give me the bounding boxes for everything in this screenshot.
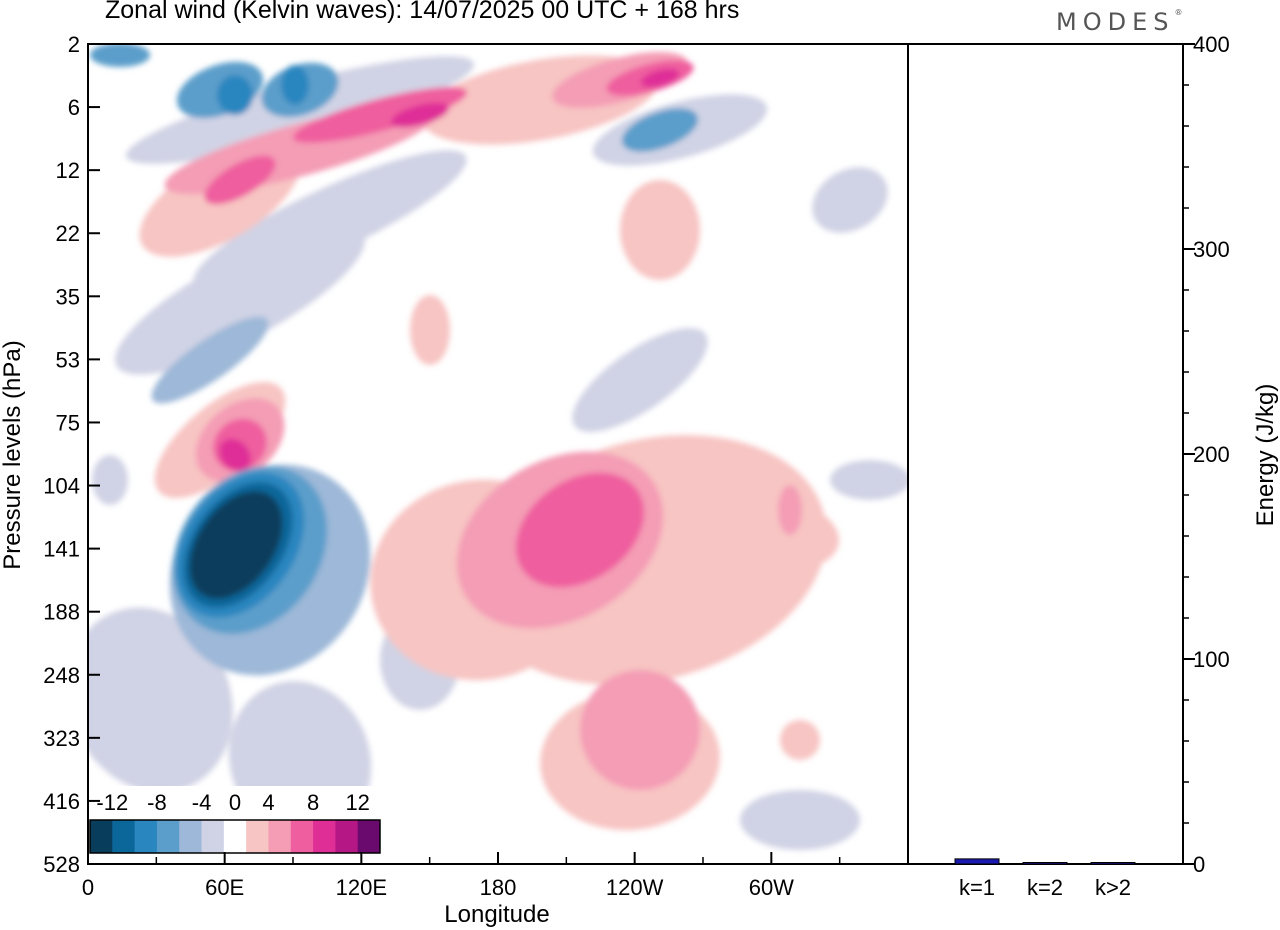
contour-region: [572, 327, 708, 433]
contour-region: [390, 102, 450, 128]
contour-region: [778, 485, 802, 535]
bar-plot-frame: [907, 43, 1184, 865]
colorbar-label: -8: [147, 790, 167, 815]
heatmap-plot: -12 -8 -4 0 4 8 12 0 60E 120E 180 120W 60W 26122235…: [0, 32, 909, 928]
contour-region: [189, 491, 283, 599]
contour-region: [193, 150, 467, 290]
contour-region: [640, 68, 680, 88]
colorbar-label: 4: [262, 790, 274, 815]
y-tick-label: 53: [56, 347, 80, 372]
y-tick-label: 2: [68, 32, 80, 57]
contour-region: [812, 167, 888, 233]
contour-region: [410, 295, 450, 365]
contour-region: [580, 670, 700, 790]
contour-region: [621, 108, 699, 152]
bar-y-axis: 0 100 200 300 400: [1183, 32, 1230, 877]
colorbar-swatch: [90, 820, 113, 853]
y-axis-label: Pressure levels (hPa): [0, 340, 26, 569]
colorbar-label: -4: [192, 790, 212, 815]
contour-region: [292, 87, 468, 143]
colorbar-swatch: [134, 820, 158, 853]
energy-category-label: k=1: [959, 875, 995, 900]
colorbar-swatch: [201, 820, 225, 853]
colorbar-swatch: [112, 820, 136, 853]
brand-text: MODES: [1056, 8, 1175, 36]
x-tick-label: 60W: [749, 875, 794, 900]
y-tick-label: 188: [43, 600, 80, 625]
contour-region: [281, 65, 309, 105]
y-tick-label: 248: [43, 663, 80, 688]
x-tick-label: 60E: [205, 875, 244, 900]
energy-category-label: k=2: [1027, 875, 1063, 900]
y-tick-label: 12: [56, 158, 80, 183]
y-tick-label: 22: [56, 221, 80, 246]
colorbar-swatch: [313, 820, 336, 853]
energy-tick-label: 200: [1193, 442, 1230, 467]
x-axis-label: Longitude: [444, 901, 549, 928]
colorbar-swatch: [156, 820, 180, 853]
y-axis: 2 6 12 22 35 53 75 104 141 188 248 323 416 528: [43, 32, 100, 877]
contour-region: [620, 180, 700, 280]
colorbar-label: 8: [307, 790, 319, 815]
y-tick-label: 75: [56, 410, 80, 435]
y-tick-label: 528: [43, 852, 80, 877]
colorbar-swatch: [223, 820, 247, 853]
energy-bar-k>2: [1090, 862, 1136, 865]
contour-region: [515, 472, 645, 588]
contour-region: [830, 460, 908, 500]
contour-region: [740, 790, 860, 850]
y-tick-label: 104: [43, 474, 80, 499]
colorbar-label: 0: [229, 790, 241, 815]
x-tick-label: 180: [480, 875, 517, 900]
colorbar-swatch: [290, 820, 314, 853]
energy-tick-label: 300: [1193, 237, 1230, 262]
contour-region: [219, 438, 251, 472]
energy-axis-label: Energy (J/kg): [1252, 384, 1279, 527]
contour-region: [151, 316, 269, 404]
y-tick-label: 323: [43, 726, 80, 751]
colorbar-label: -12: [96, 790, 128, 815]
bars: [954, 858, 1136, 865]
energy-tick-label: 0: [1193, 852, 1205, 877]
x-tick-label: 120E: [336, 875, 387, 900]
energy-category-label: k>2: [1095, 875, 1131, 900]
energy-bar-chart: k=1 k=2 k>2 0 100 200 300 400 Energy (J/kg): [907, 32, 1279, 900]
brand-logo: MODES®: [1056, 8, 1183, 36]
energy-tick-label: 400: [1193, 32, 1230, 57]
contour-region: [780, 720, 820, 760]
colorbar-label: 12: [345, 790, 369, 815]
energy-bar-k=2: [1022, 862, 1068, 865]
x-tick-label: 120W: [606, 875, 664, 900]
colorbar-swatch: [335, 820, 359, 853]
contour-region: [92, 455, 128, 505]
colorbar-swatch: [246, 820, 269, 853]
colorbar-swatch: [268, 820, 292, 853]
contour-region: [90, 44, 150, 67]
contour-region: [217, 75, 253, 115]
y-tick-label: 416: [43, 789, 80, 814]
energy-tick-label: 100: [1193, 647, 1230, 672]
energy-bar-k=1: [954, 858, 1000, 865]
colorbar: -12 -8 -4 0 4 8 12: [86, 786, 384, 858]
chart-title: Zonal wind (Kelvin waves): 14/07/2025 00…: [105, 0, 740, 24]
x-axis: 0 60E 120E 180 120W 60W: [82, 852, 841, 900]
colorbar-swatch: [357, 820, 381, 853]
y-tick-label: 35: [56, 284, 80, 309]
colorbar-swatch: [179, 820, 203, 853]
x-tick-label: 0: [82, 875, 94, 900]
y-tick-label: 6: [68, 95, 80, 120]
bar-x-axis: k=1 k=2 k>2: [959, 875, 1131, 900]
contour-region: [88, 607, 233, 793]
contour-region: [204, 155, 276, 205]
colorbar-frame: [89, 819, 381, 854]
y-tick-label: 141: [43, 537, 80, 562]
